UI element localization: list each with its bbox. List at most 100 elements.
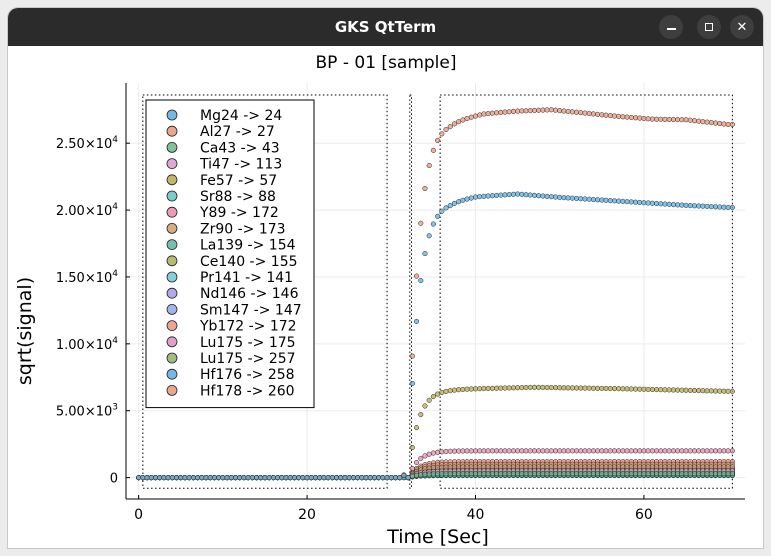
- data-point: [140, 475, 146, 481]
- data-point: [489, 448, 495, 454]
- data-point: [708, 448, 714, 454]
- data-point: [586, 471, 592, 477]
- legend-label: Fe57 -> 57: [200, 173, 277, 189]
- data-point: [628, 199, 634, 205]
- data-point: [649, 471, 655, 477]
- data-point: [683, 387, 689, 393]
- data-point: [510, 448, 516, 454]
- data-point: [645, 448, 651, 454]
- y-tick-mantissa: 2.50×10: [56, 137, 112, 152]
- data-point: [435, 449, 441, 455]
- data-point: [590, 196, 596, 203]
- data-point: [544, 193, 550, 199]
- data-point: [515, 471, 521, 477]
- data-point: [704, 471, 710, 477]
- data-point: [620, 448, 626, 454]
- y-tick-label: 2.50×104: [56, 135, 118, 152]
- data-point: [700, 448, 706, 454]
- data-point: [494, 192, 500, 198]
- data-point: [666, 116, 672, 122]
- data-point: [384, 475, 390, 481]
- legend-marker: [166, 287, 178, 299]
- data-point: [439, 208, 445, 214]
- data-point: [443, 448, 449, 455]
- legend-marker: [166, 384, 178, 396]
- data-point: [725, 471, 731, 477]
- data-point: [515, 385, 521, 391]
- data-point: [481, 448, 487, 454]
- data-point: [447, 388, 453, 394]
- legend-marker: [166, 352, 178, 364]
- data-point: [536, 107, 542, 113]
- data-point: [527, 192, 533, 198]
- data-point: [632, 471, 639, 477]
- data-point: [477, 471, 483, 477]
- data-point: [687, 448, 693, 454]
- data-point: [578, 196, 584, 202]
- data-point: [552, 107, 559, 113]
- minimize-icon: [666, 28, 676, 30]
- data-point: [472, 194, 479, 200]
- close-button[interactable]: ✕: [730, 15, 754, 39]
- title-bar[interactable]: GKS QtTerm ✕: [8, 8, 763, 46]
- data-point: [637, 448, 643, 454]
- data-point: [477, 386, 483, 392]
- legend-marker: [166, 303, 178, 315]
- x-tick-label: 60: [635, 507, 653, 523]
- legend-marker: [166, 320, 178, 332]
- data-point: [548, 385, 554, 391]
- data-point: [729, 121, 735, 128]
- data-point: [628, 114, 634, 120]
- data-point: [670, 448, 676, 454]
- data-point: [565, 448, 571, 454]
- data-point: [658, 448, 664, 454]
- data-point: [552, 385, 559, 391]
- data-point: [654, 200, 660, 207]
- data-point: [224, 475, 230, 481]
- data-point: [683, 202, 689, 208]
- data-point: [683, 448, 689, 454]
- data-point: [485, 385, 491, 391]
- data-point: [654, 471, 660, 477]
- legend-label: Pr141 -> 141: [200, 270, 293, 286]
- minimize-button[interactable]: [659, 15, 683, 39]
- data-point: [489, 471, 495, 477]
- data-point: [548, 471, 554, 477]
- data-point: [599, 197, 605, 203]
- data-point: [531, 107, 538, 113]
- data-point: [603, 197, 609, 203]
- data-point: [599, 471, 605, 477]
- data-point: [536, 193, 542, 199]
- data-point: [712, 204, 719, 210]
- legend-label: Ti47 -> 113: [199, 157, 282, 173]
- data-point: [624, 386, 630, 392]
- data-point: [291, 475, 297, 481]
- maximize-button[interactable]: [697, 15, 721, 39]
- data-point: [494, 385, 500, 391]
- data-point: [519, 108, 525, 114]
- data-point: [611, 198, 618, 204]
- data-point: [502, 471, 508, 477]
- data-point: [414, 472, 420, 478]
- data-point: [561, 471, 567, 477]
- data-point: [641, 115, 647, 121]
- y-tick-mantissa: 1.50×10: [56, 271, 112, 286]
- data-point: [439, 471, 445, 477]
- data-point: [557, 194, 563, 200]
- data-point: [628, 448, 634, 454]
- selection-region: [142, 94, 388, 489]
- data-point: [696, 203, 702, 209]
- data-point: [435, 391, 441, 397]
- data-point: [435, 471, 441, 477]
- data-point: [620, 386, 626, 392]
- data-point: [561, 108, 567, 114]
- data-point: [670, 387, 676, 393]
- data-point: [616, 448, 622, 454]
- data-point: [275, 475, 281, 481]
- data-point: [565, 195, 571, 201]
- y-tick-exponent: 4: [112, 202, 118, 212]
- data-point: [489, 110, 495, 116]
- data-point: [527, 384, 533, 390]
- data-point: [464, 386, 470, 392]
- data-point: [662, 448, 668, 454]
